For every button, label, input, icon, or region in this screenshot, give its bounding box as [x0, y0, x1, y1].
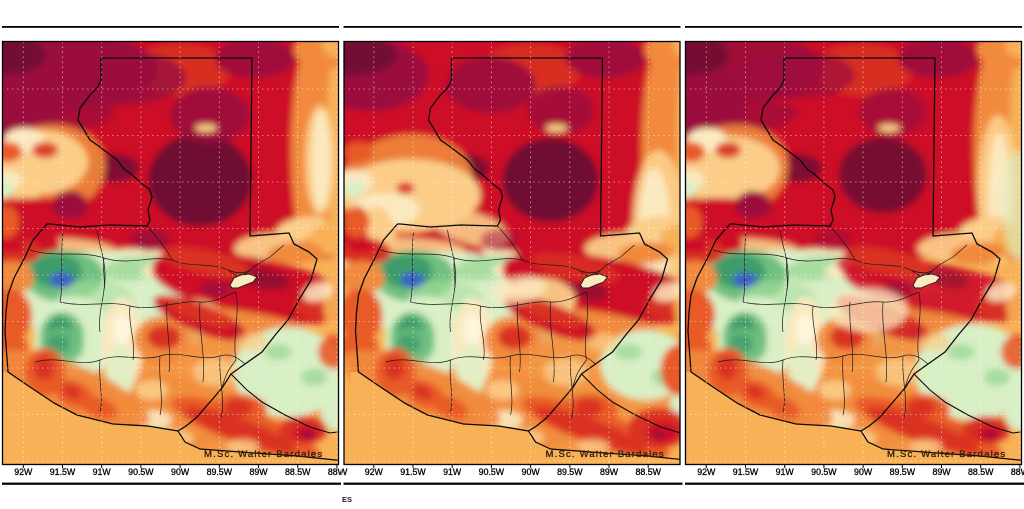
svg-text:90.5W: 90.5W — [811, 467, 837, 477]
svg-text:ES: ES — [342, 495, 352, 504]
svg-text:91.5W: 91.5W — [733, 467, 759, 477]
svg-text:92.5W: 92.5W — [322, 467, 348, 477]
svg-text:88.5W: 88.5W — [635, 467, 661, 477]
svg-text:91.5W: 91.5W — [50, 467, 76, 477]
svg-text:91W: 91W — [776, 467, 795, 477]
svg-text:90W: 90W — [522, 467, 541, 477]
svg-text:91.5W: 91.5W — [400, 467, 426, 477]
svg-text:M.Sc. Walter Bardales: M.Sc. Walter Bardales — [204, 449, 323, 460]
svg-text:90.5W: 90.5W — [128, 467, 154, 477]
svg-text:88.5W: 88.5W — [285, 467, 311, 477]
svg-text:91W: 91W — [443, 467, 462, 477]
svg-text:90W: 90W — [854, 467, 873, 477]
svg-text:91W: 91W — [93, 467, 112, 477]
svg-text:88W: 88W — [1011, 467, 1024, 477]
svg-text:90W: 90W — [171, 467, 190, 477]
svg-text:89W: 89W — [932, 467, 951, 477]
svg-text:89.5W: 89.5W — [557, 467, 583, 477]
svg-text:M.Sc. Walter Bardales: M.Sc. Walter Bardales — [546, 449, 665, 460]
svg-text:90.5W: 90.5W — [479, 467, 505, 477]
svg-text:89.5W: 89.5W — [890, 467, 916, 477]
svg-text:92W: 92W — [697, 467, 716, 477]
svg-text:M.Sc. Walter Bardales: M.Sc. Walter Bardales — [887, 449, 1006, 460]
svg-text:89W: 89W — [249, 467, 268, 477]
svg-text:89.5W: 89.5W — [207, 467, 233, 477]
svg-text:92W: 92W — [365, 467, 384, 477]
svg-text:88W: 88W — [328, 467, 347, 477]
svg-text:88.5W: 88.5W — [968, 467, 994, 477]
svg-text:92W: 92W — [14, 467, 33, 477]
svg-text:89W: 89W — [600, 467, 619, 477]
